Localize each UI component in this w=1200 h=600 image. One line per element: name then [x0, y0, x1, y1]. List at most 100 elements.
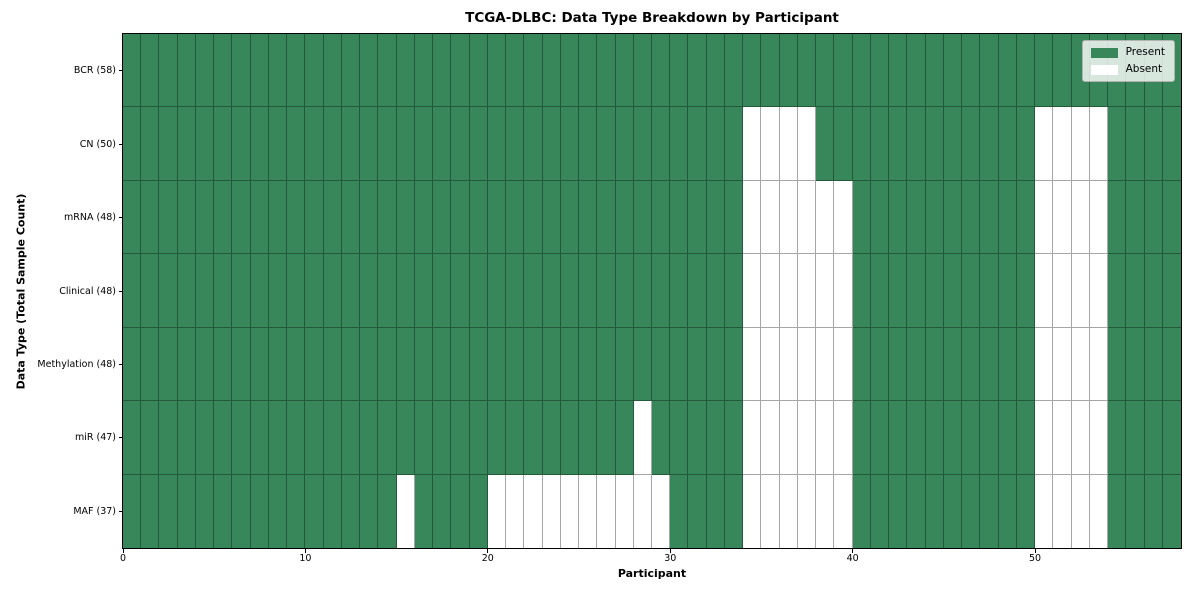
cell-CN-14-present: [378, 107, 397, 181]
cell-Clinical-40-present: [852, 254, 871, 328]
cell-Methylation-50-absent: [1035, 327, 1054, 402]
cell-Methylation-12-present: [341, 327, 361, 402]
cell-miR-49-present: [1016, 401, 1036, 475]
cell-miR-57-present: [1162, 401, 1181, 475]
ytick-label-mRNA: mRNA (48): [64, 212, 116, 224]
cell-Clinical-9-present: [287, 254, 306, 328]
cell-CN-57-present: [1162, 107, 1181, 181]
cell-mRNA-27-present: [615, 180, 634, 255]
xtick-label-0: 0: [119, 553, 127, 564]
cell-MAF-43-present: [907, 474, 926, 548]
cell-Methylation-2-present: [159, 327, 178, 402]
cell-MAF-42-present: [889, 474, 908, 548]
cell-mRNA-0-present: [123, 180, 142, 255]
cell-MAF-23-absent: [542, 474, 561, 548]
cell-CN-24-present: [560, 107, 580, 181]
cell-mRNA-1-present: [141, 180, 160, 255]
cell-miR-34-absent: [743, 401, 762, 475]
heatmap-grid: [123, 34, 1181, 548]
cell-CN-13-present: [360, 107, 379, 181]
cell-MAF-0-present: [123, 474, 142, 548]
cell-BCR-28-present: [633, 34, 652, 108]
cell-Clinical-29-present: [651, 254, 671, 328]
cell-miR-45-present: [943, 401, 963, 475]
cell-BCR-21-present: [506, 34, 525, 108]
cell-BCR-48-present: [998, 34, 1017, 108]
cell-MAF-18-present: [451, 474, 470, 548]
cell-miR-21-present: [506, 401, 525, 475]
ytick-mark-BCR: [119, 70, 123, 72]
cell-MAF-55-present: [1126, 474, 1145, 548]
cell-BCR-8-present: [268, 34, 288, 108]
cell-mRNA-6-present: [232, 180, 251, 255]
cell-miR-55-present: [1126, 401, 1145, 475]
cell-Clinical-2-present: [159, 254, 178, 328]
cell-Methylation-13-present: [360, 327, 379, 402]
xtick-mark-40: [852, 549, 854, 553]
cell-MAF-56-present: [1144, 474, 1163, 548]
cell-CN-48-present: [998, 107, 1017, 181]
cell-BCR-40-present: [852, 34, 871, 108]
cell-Clinical-27-present: [615, 254, 634, 328]
plot-area: Present Absent: [123, 34, 1181, 548]
cell-miR-41-present: [870, 401, 890, 475]
cell-MAF-2-present: [159, 474, 178, 548]
cell-Methylation-35-absent: [761, 327, 780, 402]
cell-mRNA-26-present: [597, 180, 616, 255]
cell-miR-40-present: [852, 401, 871, 475]
cell-BCR-42-present: [889, 34, 908, 108]
cell-CN-7-present: [250, 107, 269, 181]
cell-CN-38-present: [816, 107, 835, 181]
cell-Clinical-25-present: [579, 254, 598, 328]
cell-MAF-45-present: [943, 474, 963, 548]
cell-Methylation-14-present: [378, 327, 397, 402]
cell-MAF-5-present: [214, 474, 233, 548]
cell-BCR-25-present: [579, 34, 598, 108]
cell-Clinical-15-present: [396, 254, 415, 328]
cell-CN-8-present: [268, 107, 288, 181]
cell-Clinical-33-present: [724, 254, 744, 328]
cell-miR-39-absent: [834, 401, 853, 475]
cell-mRNA-51-absent: [1053, 180, 1072, 255]
cell-Methylation-37-absent: [797, 327, 817, 402]
cell-CN-17-present: [433, 107, 452, 181]
cell-BCR-49-present: [1016, 34, 1036, 108]
cell-MAF-39-absent: [834, 474, 853, 548]
cell-Methylation-4-present: [195, 327, 215, 402]
cell-Clinical-43-present: [907, 254, 926, 328]
cell-Clinical-21-present: [506, 254, 525, 328]
cell-Methylation-42-present: [889, 327, 908, 402]
cell-mRNA-28-present: [633, 180, 652, 255]
cell-CN-39-present: [834, 107, 853, 181]
cell-CN-50-absent: [1035, 107, 1054, 181]
ytick-mark-CN: [119, 143, 123, 145]
cell-mRNA-14-present: [378, 180, 397, 255]
cell-MAF-9-present: [287, 474, 306, 548]
cell-Clinical-17-present: [433, 254, 452, 328]
cell-MAF-41-present: [870, 474, 890, 548]
cell-BCR-3-present: [177, 34, 196, 108]
cell-miR-53-absent: [1089, 401, 1109, 475]
present-swatch: [1090, 47, 1118, 58]
cell-BCR-51-present: [1053, 34, 1072, 108]
cell-MAF-50-absent: [1035, 474, 1054, 548]
cell-Clinical-23-present: [542, 254, 561, 328]
cell-Methylation-46-present: [962, 327, 981, 402]
cell-mRNA-4-present: [195, 180, 215, 255]
cell-MAF-30-present: [670, 474, 689, 548]
cell-Clinical-51-absent: [1053, 254, 1072, 328]
cell-MAF-51-absent: [1053, 474, 1072, 548]
cell-MAF-28-absent: [633, 474, 652, 548]
cell-CN-15-present: [396, 107, 415, 181]
cell-mRNA-38-absent: [816, 180, 835, 255]
cell-Methylation-31-present: [688, 327, 707, 402]
legend-item-present: Present: [1090, 47, 1165, 58]
cell-mRNA-35-absent: [761, 180, 780, 255]
cell-mRNA-33-present: [724, 180, 744, 255]
cell-MAF-57-present: [1162, 474, 1181, 548]
cell-miR-50-absent: [1035, 401, 1054, 475]
cell-Clinical-50-absent: [1035, 254, 1054, 328]
cell-MAF-29-absent: [651, 474, 671, 548]
ytick-label-miR: miR (47): [74, 432, 116, 444]
cell-CN-4-present: [195, 107, 215, 181]
